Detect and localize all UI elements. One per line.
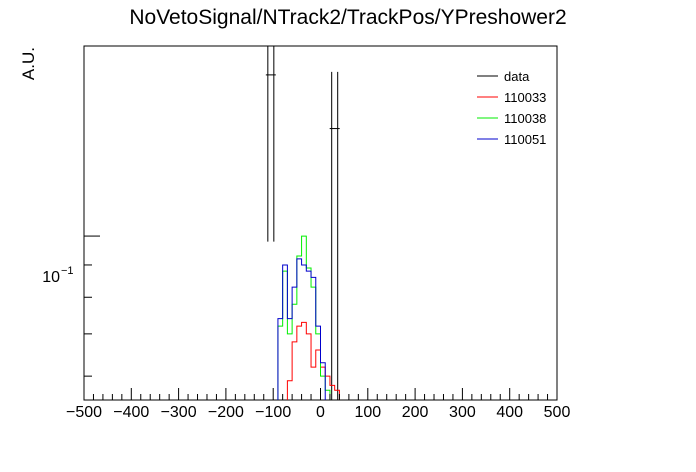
y-tick-label-base: 10 <box>42 269 60 286</box>
x-tick-label: −300 <box>161 404 197 421</box>
series-110038-histogram <box>277 235 331 400</box>
x-tick-label: −200 <box>208 404 244 421</box>
legend-label-data: data <box>504 69 530 84</box>
y-axis-ticks <box>84 45 100 377</box>
x-tick-label: −100 <box>255 404 291 421</box>
x-tick-label: 300 <box>449 404 476 421</box>
legend-label-110038: 110038 <box>504 111 546 126</box>
legend: data 110033 110038 110051 <box>477 69 546 147</box>
x-tick-label: −500 <box>66 404 102 421</box>
legend-label-110051: 110051 <box>504 132 546 147</box>
y-tick-label-group: 10 −1 <box>42 265 73 286</box>
y-tick-label-exponent: −1 <box>61 265 74 277</box>
data-point <box>265 46 276 242</box>
series-110051-histogram <box>277 258 326 400</box>
series-layer <box>265 46 340 400</box>
data-point <box>329 71 340 400</box>
x-tick-label: −400 <box>113 404 149 421</box>
chart-title: NoVetoSignal/NTrack2/TrackPos/YPreshower… <box>129 6 566 29</box>
x-tick-label: 400 <box>496 404 523 421</box>
x-tick-label: 0 <box>316 404 325 421</box>
y-axis-label: A.U. <box>19 47 38 80</box>
legend-label-110033: 110033 <box>504 90 546 105</box>
x-axis-ticks: −500 −400 −300 −200 −100 0 100 200 300 400 500 <box>66 388 570 421</box>
x-tick-label: 200 <box>402 404 429 421</box>
x-tick-label: 100 <box>354 404 381 421</box>
series-110033-histogram <box>286 321 340 400</box>
x-tick-label: 500 <box>544 404 571 421</box>
